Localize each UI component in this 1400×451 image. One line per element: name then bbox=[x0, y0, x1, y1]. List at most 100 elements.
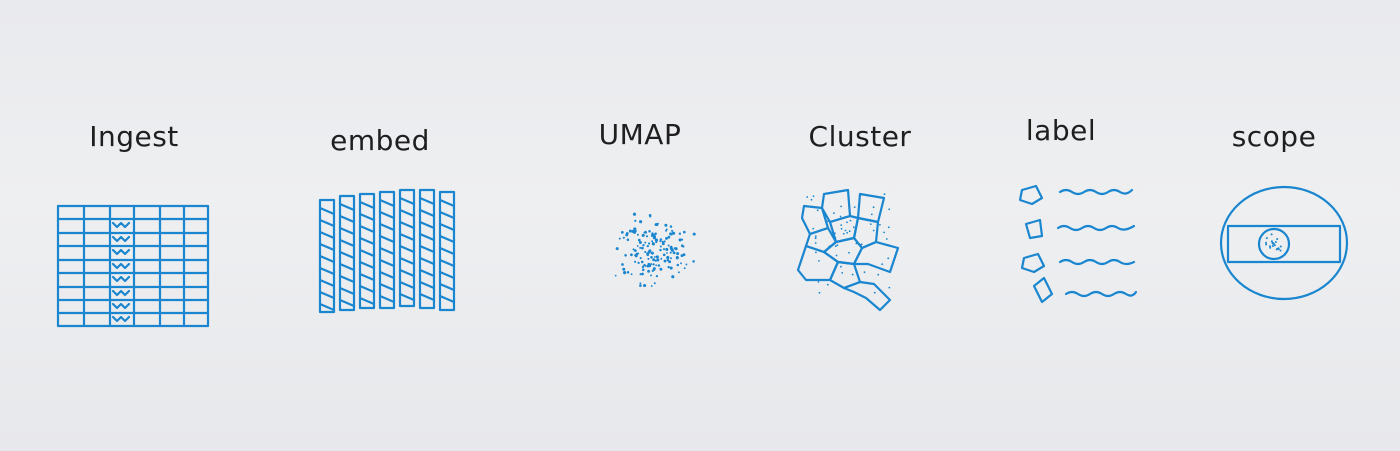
cluster-point bbox=[855, 242, 858, 245]
scatter-point bbox=[680, 262, 682, 265]
scatter-point bbox=[659, 248, 662, 252]
scatter-point bbox=[665, 228, 668, 231]
scatter-point bbox=[628, 229, 632, 233]
scatter-point bbox=[656, 222, 659, 225]
scatter-point bbox=[666, 255, 670, 259]
scatter-point bbox=[632, 248, 635, 251]
scatter-point bbox=[646, 244, 649, 248]
scatter-point bbox=[641, 265, 645, 269]
scatter-point bbox=[644, 264, 647, 267]
scatter-point bbox=[692, 260, 695, 263]
cluster-point bbox=[857, 217, 859, 220]
scatter-point bbox=[666, 259, 670, 262]
scatter-point bbox=[644, 241, 647, 244]
list-item bbox=[1034, 278, 1136, 302]
scatter-point bbox=[659, 240, 662, 243]
scope-point bbox=[1279, 245, 1282, 248]
cluster-point bbox=[835, 254, 838, 257]
cluster-point bbox=[814, 237, 817, 239]
scatter-point bbox=[634, 260, 637, 263]
scatter-point bbox=[651, 269, 654, 272]
scope-point bbox=[1272, 242, 1275, 245]
scope-point bbox=[1270, 233, 1273, 236]
scatter-point bbox=[650, 255, 653, 259]
scatter-point bbox=[643, 283, 647, 288]
scatter-point bbox=[639, 284, 642, 287]
cluster-point bbox=[848, 251, 850, 254]
scatter-point bbox=[681, 238, 684, 241]
scatter-point bbox=[649, 215, 652, 218]
scatter-point bbox=[644, 231, 648, 234]
labeled-list-icon bbox=[1012, 178, 1147, 308]
scatter-point bbox=[636, 245, 639, 247]
cluster-point bbox=[815, 251, 817, 254]
scatter-point bbox=[618, 237, 621, 240]
scatter-point bbox=[639, 257, 642, 260]
scatter-point bbox=[678, 238, 682, 242]
cluster-point bbox=[872, 229, 875, 232]
cluster-point bbox=[817, 281, 820, 283]
step-label-scope: scope bbox=[1231, 120, 1317, 153]
scatter-point bbox=[652, 258, 656, 262]
embedding-vectors bbox=[320, 190, 454, 312]
scatter-point bbox=[639, 246, 642, 249]
scatter-point bbox=[653, 282, 656, 285]
scatter-point bbox=[678, 232, 682, 235]
cluster-point bbox=[806, 196, 809, 198]
scatter-point bbox=[622, 236, 625, 239]
scope-point bbox=[1273, 244, 1276, 247]
scatter-point bbox=[652, 267, 656, 270]
scope-point bbox=[1275, 248, 1278, 251]
cluster-point bbox=[860, 243, 863, 246]
scatter-point bbox=[624, 254, 627, 257]
scatter-point bbox=[669, 266, 673, 270]
scope-focus-points bbox=[1265, 233, 1282, 252]
scatter-point bbox=[641, 234, 645, 237]
table-icon bbox=[50, 196, 215, 336]
scatter-point bbox=[653, 256, 656, 258]
cluster-point bbox=[827, 220, 829, 222]
scatter-point bbox=[671, 275, 675, 279]
scatter-point bbox=[650, 285, 653, 287]
cluster-point bbox=[888, 286, 891, 289]
scatter-point bbox=[641, 260, 644, 264]
scatter-point bbox=[633, 229, 637, 233]
scatter-point bbox=[672, 251, 676, 255]
scatter-point bbox=[650, 263, 653, 266]
step-label-ingest: Ingest bbox=[89, 120, 179, 153]
scatter-point bbox=[692, 232, 696, 236]
scatter-point bbox=[671, 231, 676, 235]
scope-point bbox=[1269, 246, 1272, 249]
scatter-point bbox=[683, 230, 686, 234]
cluster-point bbox=[849, 219, 852, 222]
scatter-point bbox=[657, 264, 661, 267]
scatter-point bbox=[659, 267, 663, 271]
cluster-point bbox=[840, 227, 843, 230]
cluster-point bbox=[839, 215, 842, 218]
cluster-point bbox=[846, 231, 849, 234]
cluster-regions bbox=[798, 190, 898, 310]
scatter-point bbox=[646, 252, 649, 255]
scatter-point bbox=[665, 236, 668, 240]
scope-point bbox=[1270, 240, 1273, 243]
scope-target-icon bbox=[1216, 182, 1356, 304]
cluster-point bbox=[872, 206, 875, 209]
scatter-point bbox=[654, 232, 657, 236]
cluster-point bbox=[852, 226, 855, 229]
cluster-point bbox=[870, 213, 873, 216]
scatter-point bbox=[673, 247, 676, 250]
scatter-point bbox=[648, 242, 651, 245]
cluster-point bbox=[881, 263, 884, 266]
list-item bbox=[1026, 220, 1134, 238]
cluster-point bbox=[869, 223, 872, 225]
scatter-point bbox=[641, 268, 645, 272]
scatter-point bbox=[651, 232, 654, 235]
cluster-point bbox=[844, 229, 847, 232]
cluster-point bbox=[833, 212, 835, 214]
scatter-point bbox=[656, 258, 660, 262]
scatter-point bbox=[639, 273, 642, 276]
scatter-point bbox=[648, 229, 651, 233]
scatter-point bbox=[639, 282, 642, 285]
scatter-point bbox=[676, 252, 680, 256]
scatter-point bbox=[651, 240, 654, 243]
